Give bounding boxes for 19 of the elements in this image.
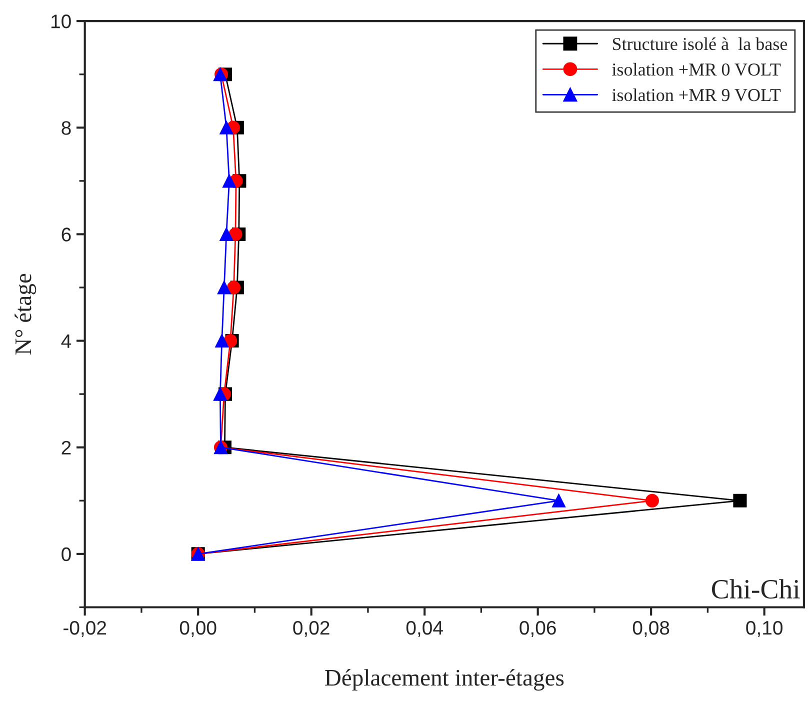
y-tick-label: 2 (62, 440, 71, 454)
y-tick-label: 4 (61, 334, 72, 348)
y-tick-label: 8 (62, 121, 71, 135)
y-axis-title: N° étage (14, 274, 36, 355)
x-tick-label: 0,00 (180, 620, 216, 638)
y-tick-label: 0 (62, 547, 71, 562)
annotation: Chi-Chi (712, 579, 800, 599)
y-tick-label: 6 (62, 228, 71, 242)
x-tick-label: 0,04 (406, 620, 443, 638)
legend-label: Structure isolé à la base (612, 37, 788, 50)
x-axis-title: Déplacement inter-étages (325, 669, 564, 691)
x-tick-label: 0,06 (520, 620, 556, 638)
legend-label: isolation +MR 9 VOLT (612, 88, 781, 102)
legend-label: isolation +MR 0 VOLT (612, 62, 781, 76)
x-tick-label: 0,10 (746, 620, 782, 638)
x-tick-label: 0,08 (632, 620, 670, 638)
x-tick-label: 0,02 (293, 620, 330, 638)
y-tick-label: 10 (52, 14, 71, 28)
x-tick-label: -0,02 (64, 620, 106, 638)
